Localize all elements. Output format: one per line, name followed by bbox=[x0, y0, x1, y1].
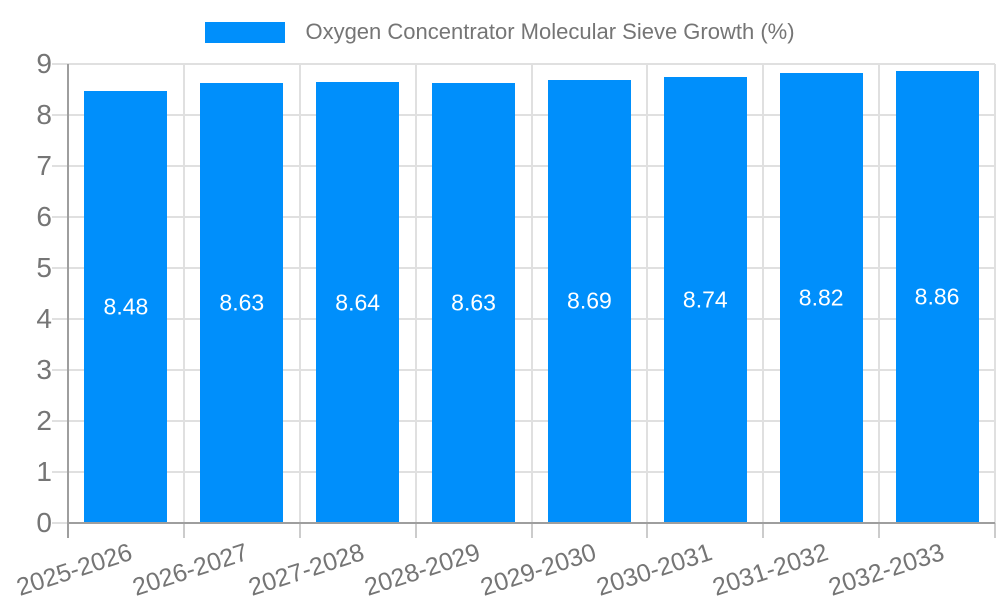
y-gridline bbox=[52, 420, 995, 422]
bar-value-label: 8.82 bbox=[798, 284, 844, 311]
v-gridline bbox=[762, 64, 765, 523]
y-gridline bbox=[52, 267, 995, 269]
y-tick-label: 8 bbox=[36, 99, 52, 130]
y-tick-label: 5 bbox=[36, 252, 52, 283]
v-gridline bbox=[530, 64, 533, 523]
y-axis-line bbox=[67, 64, 69, 538]
x-tick bbox=[646, 523, 649, 538]
x-tick-label: 2026-2027 bbox=[129, 538, 252, 600]
x-tick bbox=[994, 523, 996, 538]
y-gridline bbox=[52, 216, 995, 218]
v-gridline bbox=[414, 64, 417, 523]
x-tick-label: 2028-2029 bbox=[361, 538, 484, 600]
bar[interactable]: 8.64 bbox=[316, 82, 400, 523]
bar-value-label: 8.48 bbox=[103, 293, 149, 320]
x-tick bbox=[878, 523, 881, 538]
x-tick-label: 2031-2032 bbox=[708, 538, 832, 600]
y-tick-label: 2 bbox=[36, 405, 52, 436]
y-gridline bbox=[52, 318, 995, 320]
v-gridline bbox=[994, 64, 996, 523]
x-tick-label: 2025-2026 bbox=[13, 538, 136, 600]
x-tick-label: 2027-2028 bbox=[245, 538, 368, 600]
y-gridline bbox=[52, 63, 995, 65]
bar-value-label: 8.86 bbox=[914, 283, 960, 310]
y-tick-label: 4 bbox=[36, 303, 52, 334]
legend-swatch bbox=[205, 21, 286, 43]
y-gridline bbox=[52, 114, 995, 116]
bar[interactable]: 8.74 bbox=[663, 77, 747, 523]
bar-value-label: 8.63 bbox=[219, 289, 265, 316]
y-tick-label: 6 bbox=[36, 201, 52, 232]
bar[interactable]: 8.48 bbox=[84, 90, 168, 523]
x-baseline bbox=[68, 522, 995, 524]
bar-value-label: 8.64 bbox=[335, 289, 381, 316]
bar[interactable]: 8.63 bbox=[432, 82, 516, 523]
y-tick-label: 0 bbox=[36, 507, 52, 538]
legend-label: Oxygen Concentrator Molecular Sieve Grow… bbox=[305, 19, 795, 44]
bar[interactable]: 8.86 bbox=[895, 71, 979, 523]
x-tick bbox=[414, 523, 417, 538]
y-gridline bbox=[52, 369, 995, 371]
x-tick-label: 2032-2033 bbox=[824, 538, 948, 600]
bar[interactable]: 8.69 bbox=[547, 79, 631, 523]
x-tick-label: 2030-2031 bbox=[592, 538, 716, 600]
x-tick bbox=[762, 523, 765, 538]
y-tick-label: 7 bbox=[36, 150, 52, 181]
y-tick-label: 3 bbox=[36, 354, 52, 385]
x-tick-label: 2029-2030 bbox=[477, 538, 600, 600]
x-tick bbox=[182, 523, 185, 538]
bar-value-label: 8.63 bbox=[451, 289, 496, 316]
x-tick bbox=[298, 523, 301, 538]
bar-value-label: 8.74 bbox=[682, 286, 728, 313]
x-tick bbox=[530, 523, 533, 538]
bar[interactable]: 8.63 bbox=[200, 82, 284, 523]
y-gridline bbox=[52, 471, 995, 473]
y-tick-label: 9 bbox=[36, 48, 52, 79]
y-tick-label: 1 bbox=[36, 456, 52, 487]
v-gridline bbox=[182, 64, 185, 523]
y-gridline bbox=[52, 165, 995, 167]
chart-legend[interactable]: Oxygen Concentrator Molecular Sieve Grow… bbox=[0, 16, 1000, 48]
v-gridline bbox=[298, 64, 301, 523]
v-gridline bbox=[878, 64, 881, 523]
plot-area: 0 1 2 3 4 5 6 7 8 9 8.48 8.63 8.64 8.63 8.69 8.74 8.82 8.… bbox=[14, 50, 996, 600]
bar[interactable]: 8.82 bbox=[779, 73, 863, 523]
v-gridline bbox=[646, 64, 649, 523]
bar-value-label: 8.69 bbox=[567, 287, 612, 314]
